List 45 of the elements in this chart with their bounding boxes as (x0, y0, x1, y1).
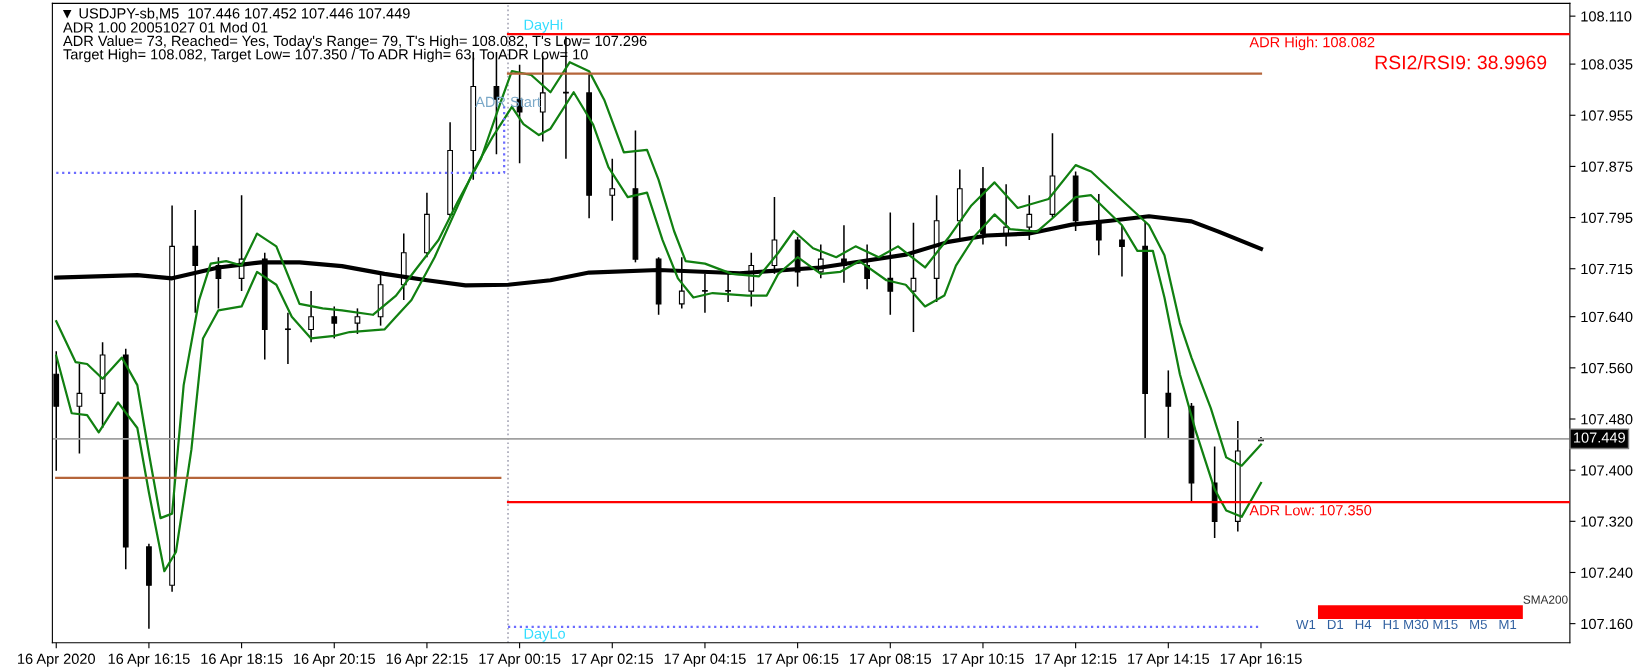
y-tick-label: 107.715 (1581, 263, 1633, 275)
annotation: ADR Low: 107.350 (1249, 505, 1372, 516)
y-tick-label: 107.400 (1581, 465, 1633, 476)
y-tick-label: 107.320 (1581, 516, 1633, 527)
annotation: RSI2/RSI9: 38.9969 (1375, 55, 1547, 70)
x-tick-label: 17 Apr 14:15 (1128, 653, 1210, 667)
y-tick-label: 108.110 (1581, 11, 1632, 22)
candlestick (1165, 369, 1172, 439)
annotation: DayHi (524, 19, 563, 33)
y-tick-label: 107.160 (1581, 618, 1633, 630)
x-tick-label: 17 Apr 00:15 (479, 653, 561, 667)
x-tick-label: 17 Apr 06:15 (757, 653, 839, 667)
annotation: DayLo (524, 628, 566, 642)
x-tick-label: 16 Apr 2020 (18, 653, 96, 667)
candlestick (308, 290, 314, 344)
y-tick-label: 107.875 (1581, 161, 1633, 172)
annotation: ADR High: 108.082 (1249, 36, 1375, 51)
x-tick-label: 16 Apr 18:15 (201, 653, 283, 667)
x-tick-label: 16 Apr 16:15 (108, 653, 190, 667)
chart-title: ▼ USDJPY-sb,M5 107.446 107.452 107.446 107.449 (62, 7, 410, 21)
x-tick-label: 17 Apr 12:15 (1035, 653, 1117, 667)
candlestick (354, 307, 361, 335)
y-tick-label: 107.955 (1581, 110, 1633, 121)
candlestick (609, 157, 616, 222)
text: ADR 1.00 20051027 01 Mod 01 (63, 21, 268, 33)
y-tick-label: 107.795 (1581, 212, 1633, 223)
candlestick (285, 312, 291, 365)
candlestick (331, 305, 338, 340)
y-tick-label: 107.480 (1581, 414, 1633, 425)
y-tick-label: 107.640 (1581, 311, 1633, 323)
candlestick (1119, 224, 1125, 278)
y-tick-label: 107.560 (1581, 362, 1633, 374)
annotation: W1 D1 H4 H1 M30 M15 M5 M1 (1296, 619, 1517, 630)
x-tick-label: 16 Apr 20:15 (294, 653, 376, 667)
x-tick-label: 17 Apr 04:15 (664, 653, 746, 667)
candlestick (76, 363, 83, 455)
x-tick-label: 17 Apr 02:15 (572, 653, 654, 667)
x-tick-label: 17 Apr 10:15 (942, 653, 1024, 667)
y-tick-label: 107.240 (1581, 567, 1633, 578)
y-tick-label: 108.035 (1581, 59, 1633, 70)
ref-line-label: 107.449 (1574, 432, 1625, 443)
x-tick-label: 17 Apr 16:15 (1220, 653, 1302, 667)
annotation: SMA200 (1523, 595, 1568, 604)
x-tick-label: 16 Apr 22:15 (386, 653, 468, 667)
x-tick-label: 17 Apr 08:15 (850, 653, 932, 667)
